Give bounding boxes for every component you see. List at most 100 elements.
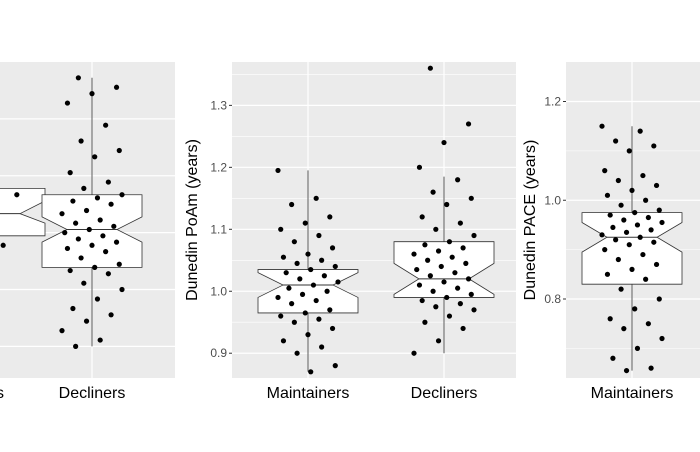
data-point <box>73 343 79 349</box>
data-point <box>316 316 322 322</box>
data-point <box>324 288 330 294</box>
data-point <box>615 256 621 263</box>
data-point <box>602 168 608 174</box>
data-point <box>621 326 627 332</box>
data-point <box>97 337 103 343</box>
data-point <box>465 121 472 127</box>
data-point <box>305 251 311 257</box>
data-point <box>656 296 662 302</box>
data-point <box>457 220 463 226</box>
data-point <box>94 195 101 201</box>
data-point <box>332 363 338 369</box>
data-point <box>116 261 122 267</box>
data-point <box>297 276 303 282</box>
data-point <box>64 245 71 252</box>
data-point <box>64 100 71 106</box>
data-point <box>83 318 90 324</box>
box-decliners <box>393 65 495 356</box>
data-point <box>319 344 325 350</box>
data-point <box>626 242 632 248</box>
data-point <box>100 233 106 239</box>
data-point <box>621 217 627 223</box>
data-point <box>640 172 646 179</box>
data-point <box>427 65 433 71</box>
data-point <box>468 291 474 297</box>
data-point <box>70 198 76 204</box>
data-point <box>438 263 444 270</box>
data-point <box>433 304 439 310</box>
data-point <box>416 164 423 170</box>
box-maintainers <box>257 167 359 375</box>
data-point <box>465 276 472 282</box>
data-point <box>653 261 660 268</box>
box-decliners <box>41 75 143 349</box>
data-point <box>618 286 624 292</box>
data-point <box>648 365 654 371</box>
data-point <box>460 245 466 251</box>
data-point <box>108 201 114 207</box>
data-point <box>92 154 98 160</box>
data-point <box>623 229 630 235</box>
data-point <box>637 234 643 240</box>
data-point <box>113 84 120 90</box>
data-point <box>457 301 463 307</box>
data-point <box>643 276 649 282</box>
data-point <box>310 282 317 288</box>
y-tick-label: 1.2 <box>210 160 227 174</box>
data-point <box>441 139 447 146</box>
category-label-clipped: s <box>0 385 4 402</box>
data-point <box>275 294 281 301</box>
data-point <box>468 195 474 201</box>
data-point <box>289 301 295 307</box>
data-point <box>629 187 635 193</box>
data-point <box>460 325 466 332</box>
data-point <box>275 167 281 174</box>
data-point <box>108 312 114 318</box>
data-point <box>111 223 117 229</box>
data-point <box>427 273 433 279</box>
data-point <box>89 91 95 97</box>
data-point <box>291 319 297 325</box>
y-tick-label: 1.3 <box>210 98 227 112</box>
data-point <box>430 288 436 294</box>
notched-box <box>581 212 683 285</box>
data-point <box>316 232 322 239</box>
data-point <box>656 207 662 213</box>
data-point <box>278 313 284 319</box>
data-point <box>308 369 314 375</box>
notched-box <box>257 269 359 314</box>
data-point <box>89 242 95 248</box>
data-point <box>653 182 660 189</box>
data-point <box>119 286 125 293</box>
data-point <box>332 263 338 270</box>
data-point <box>105 271 111 277</box>
notched-box <box>393 241 495 298</box>
data-point <box>629 266 635 272</box>
data-point <box>599 123 605 129</box>
data-point <box>78 255 84 261</box>
box-group <box>0 187 46 248</box>
data-point <box>313 195 319 201</box>
data-point <box>604 271 611 277</box>
data-point <box>67 170 73 176</box>
data-point <box>599 232 605 238</box>
data-point <box>59 211 65 217</box>
data-point <box>97 217 103 223</box>
data-point <box>419 297 425 304</box>
data-point <box>640 251 646 258</box>
data-point <box>291 239 297 245</box>
data-point <box>643 197 649 203</box>
data-point <box>113 239 120 245</box>
data-point <box>425 257 431 263</box>
data-point <box>103 249 109 255</box>
category-label: Maintainers <box>267 385 350 402</box>
data-point <box>0 242 6 248</box>
y-tick-label: 0.9 <box>210 346 227 360</box>
data-point <box>411 251 417 257</box>
data-point <box>604 192 611 198</box>
data-point <box>75 75 81 81</box>
data-point <box>278 226 284 232</box>
data-point <box>103 122 109 128</box>
data-point <box>67 267 73 274</box>
